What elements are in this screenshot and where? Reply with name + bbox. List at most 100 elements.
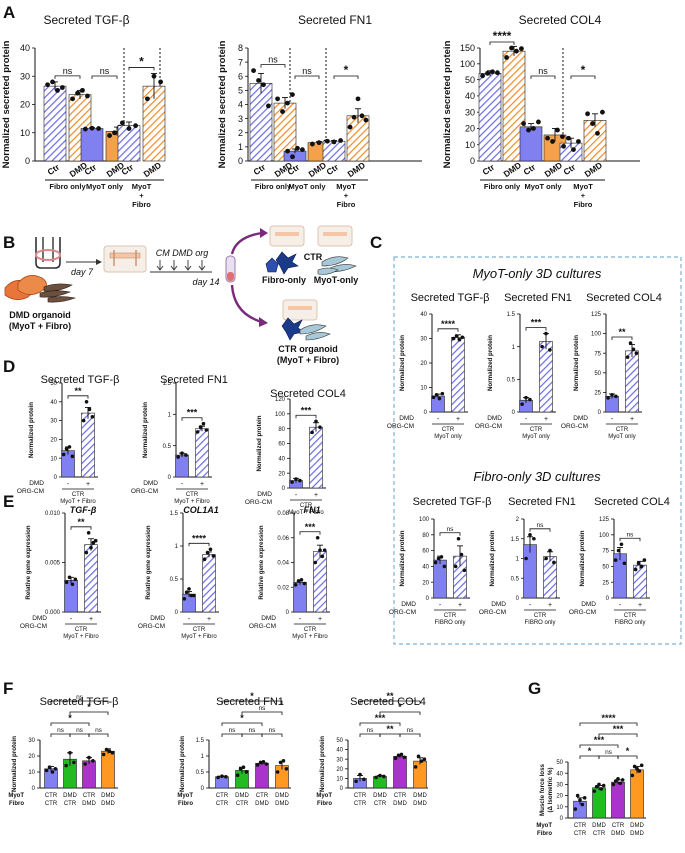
x-tick-label: + <box>207 616 211 623</box>
significance-label: ns <box>76 694 84 701</box>
data-point <box>44 768 49 773</box>
x-tick-label: + <box>86 481 90 488</box>
significance-label: *** <box>531 318 542 328</box>
y-axis-label: Normalized protein <box>11 736 18 792</box>
significance-label: * <box>398 702 402 712</box>
y-tick-label: 10 <box>465 140 475 150</box>
data-point <box>610 392 614 397</box>
significance-bracket <box>50 733 71 737</box>
data-point <box>320 554 325 559</box>
subgroup-label: CTR <box>193 627 206 633</box>
data-point <box>614 394 618 399</box>
y-axis-label: Normalized protein <box>256 415 263 471</box>
subgroup-label: MyoT + Fibro <box>63 634 99 640</box>
group-label: MyoT <box>336 182 356 191</box>
dmd-organoid-label: DMD organoid <box>9 310 71 320</box>
mold-icon <box>35 237 61 269</box>
significance-bracket <box>525 327 547 331</box>
data-point <box>180 451 184 455</box>
condition-label: DMD <box>399 415 414 422</box>
group-label: MyoT <box>132 182 152 191</box>
subgroup-label: MyoT only <box>434 434 462 440</box>
data-point <box>89 545 93 550</box>
y-tick-label: 0 <box>175 610 179 616</box>
data-point <box>520 402 524 406</box>
data-point <box>613 558 618 562</box>
x-tick-label: CTR <box>612 823 625 829</box>
data-point <box>524 395 528 400</box>
data-point <box>580 802 585 807</box>
x-tick-label: - <box>295 492 298 499</box>
y-tick-label: 20 <box>20 100 30 110</box>
x-tick-label: - <box>67 481 70 488</box>
data-point <box>67 575 72 580</box>
charts-layer: Secreted TGF-β Normalized secreted protei… <box>1 13 670 837</box>
subgroup-label: MyoT + Fibro <box>60 499 96 505</box>
chart-title: Secreted COL4 <box>594 496 670 508</box>
condition-label: ORG-CM <box>387 423 414 430</box>
data-point <box>519 46 524 52</box>
subgroup-label: MyoT only <box>608 434 636 440</box>
y-tick-label: 7 <box>238 57 243 67</box>
data-point <box>618 781 623 786</box>
data-point <box>310 430 314 435</box>
condition-label: DMD <box>32 615 47 622</box>
x-tick-label: DMD <box>413 801 427 807</box>
data-point <box>422 757 427 761</box>
significance-label: ns <box>63 66 73 76</box>
data-point <box>628 341 633 345</box>
significance-label: * <box>139 54 144 68</box>
data-point <box>255 763 260 767</box>
data-point <box>347 124 353 130</box>
x-tick-label: DMD <box>235 793 249 799</box>
data-point <box>552 560 556 565</box>
data-point <box>191 593 196 598</box>
data-point <box>354 779 358 784</box>
significance-bracket <box>530 75 556 79</box>
subgroup-label: MyoT + Fibro <box>181 634 217 640</box>
y-tick-label: 40 <box>556 771 563 777</box>
panel-c-box <box>393 256 682 645</box>
data-point <box>601 783 606 788</box>
data-point <box>83 762 87 766</box>
y-tick-label: 30 <box>20 71 30 81</box>
significance-label: **** <box>493 29 512 43</box>
data-point <box>158 79 164 85</box>
group-label: + <box>344 191 349 200</box>
significance-bracket <box>88 733 109 737</box>
bar <box>313 551 327 613</box>
data-point <box>625 355 630 359</box>
chart-title: Secreted COL4 <box>350 696 426 708</box>
y-tick-label: 50 <box>465 75 475 85</box>
data-point <box>70 96 75 102</box>
significance-label: ** <box>386 691 394 701</box>
y-tick-label: 0 <box>426 596 430 602</box>
bar <box>519 126 543 162</box>
y-tick-label: 0.005 <box>45 561 61 567</box>
significance-label: ns <box>100 66 110 76</box>
data-point <box>582 796 587 800</box>
y-tick-label: 20 <box>420 361 427 367</box>
bar <box>117 125 141 162</box>
y-tick-label: 0 <box>560 816 564 822</box>
group-label: + <box>581 191 586 200</box>
data-point <box>616 548 621 553</box>
ctr-organoid-sub: (MyoT + Fibro) <box>277 355 339 365</box>
significance-bracket <box>579 755 600 759</box>
y-tick-label: 0 <box>340 786 344 792</box>
y-tick-label: 0 <box>424 410 428 416</box>
group-label: MyoT only <box>288 182 326 191</box>
data-point <box>550 139 555 144</box>
data-point <box>362 777 366 782</box>
data-point <box>290 480 294 484</box>
data-point <box>285 100 290 106</box>
x-tick-label: Ctr <box>480 162 496 178</box>
significance-bracket <box>570 75 596 79</box>
arrow-head <box>96 259 102 265</box>
y-tick-label: 0.010 <box>45 511 61 517</box>
condition-label: DMD <box>491 601 506 608</box>
data-point <box>84 550 89 555</box>
y-tick-label: 1 <box>516 557 520 563</box>
data-point <box>358 772 362 777</box>
x-tick-label: CTR <box>45 801 58 807</box>
